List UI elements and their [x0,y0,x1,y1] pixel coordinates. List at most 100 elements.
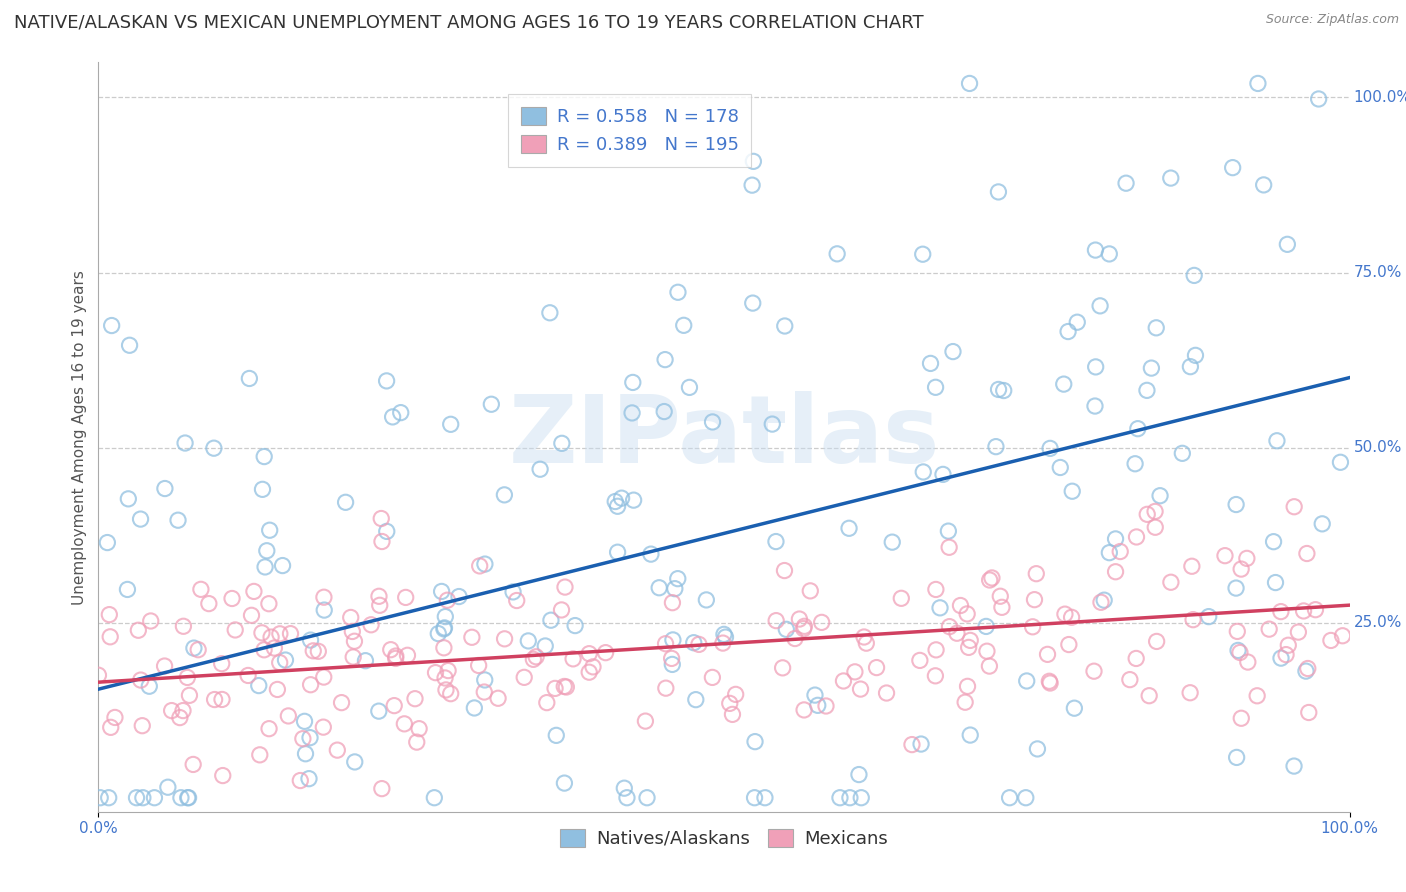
Point [661,596,683,610]
Point [1125,530,1147,544]
Point [177,790,200,805]
Point [1057,638,1080,652]
Point [187,642,209,657]
Point [211,768,233,782]
Point [929,600,952,615]
Point [1146,634,1168,648]
Point [290,773,312,788]
Point [578,665,600,680]
Point [853,630,876,644]
Point [1305,603,1327,617]
Point [253,450,276,464]
Point [1084,243,1107,257]
Point [408,722,430,736]
Point [423,790,446,805]
Point [1236,551,1258,566]
Point [139,614,162,628]
Point [536,696,558,710]
Point [405,735,427,749]
Point [447,590,470,604]
Point [167,513,190,527]
Point [606,500,628,514]
Point [979,573,1001,587]
Point [1182,268,1205,283]
Text: 100.0%: 100.0% [1354,90,1406,105]
Point [793,619,815,633]
Point [554,580,576,594]
Point [959,633,981,648]
Point [211,657,233,671]
Point [238,371,260,385]
Point [440,687,463,701]
Point [616,790,638,805]
Point [1246,689,1268,703]
Point [810,615,832,630]
Point [1230,562,1253,576]
Point [924,380,946,394]
Point [550,603,572,617]
Point [1088,299,1111,313]
Point [298,772,321,786]
Point [1015,673,1038,688]
Point [131,719,153,733]
Point [404,691,426,706]
Point [1104,565,1126,579]
Point [688,637,710,651]
Point [250,625,273,640]
Point [249,747,271,762]
Point [654,637,676,651]
Point [342,624,364,639]
Point [1084,399,1107,413]
Point [98,607,121,622]
Point [765,534,787,549]
Point [1222,161,1244,175]
Point [1015,790,1038,805]
Point [143,790,166,805]
Point [901,738,924,752]
Point [828,790,851,805]
Point [434,609,457,624]
Point [773,564,796,578]
Point [1144,321,1167,335]
Point [825,247,848,261]
Point [1247,77,1270,91]
Point [855,636,877,650]
Point [1329,455,1351,469]
Point [838,521,860,535]
Point [814,698,837,713]
Point [368,599,391,613]
Point [562,652,585,666]
Point [772,661,794,675]
Point [97,790,120,805]
Point [838,790,860,805]
Point [1039,442,1062,456]
Point [744,734,766,748]
Point [844,665,866,679]
Point [546,728,568,742]
Point [1237,655,1260,669]
Point [711,636,734,650]
Point [621,406,644,420]
Point [360,617,382,632]
Point [666,285,689,300]
Point [911,247,934,261]
Point [204,692,226,706]
Point [595,646,617,660]
Point [1282,500,1305,514]
Point [848,767,870,781]
Point [1277,237,1299,252]
Point [179,689,201,703]
Point [582,660,605,674]
Point [298,731,321,745]
Point [274,653,297,667]
Point [666,572,689,586]
Point [991,600,1014,615]
Point [1181,559,1204,574]
Point [371,781,394,796]
Point [266,682,288,697]
Point [605,494,627,508]
Point [342,650,364,665]
Point [807,698,830,713]
Point [1025,566,1047,581]
Text: 25.0%: 25.0% [1354,615,1402,630]
